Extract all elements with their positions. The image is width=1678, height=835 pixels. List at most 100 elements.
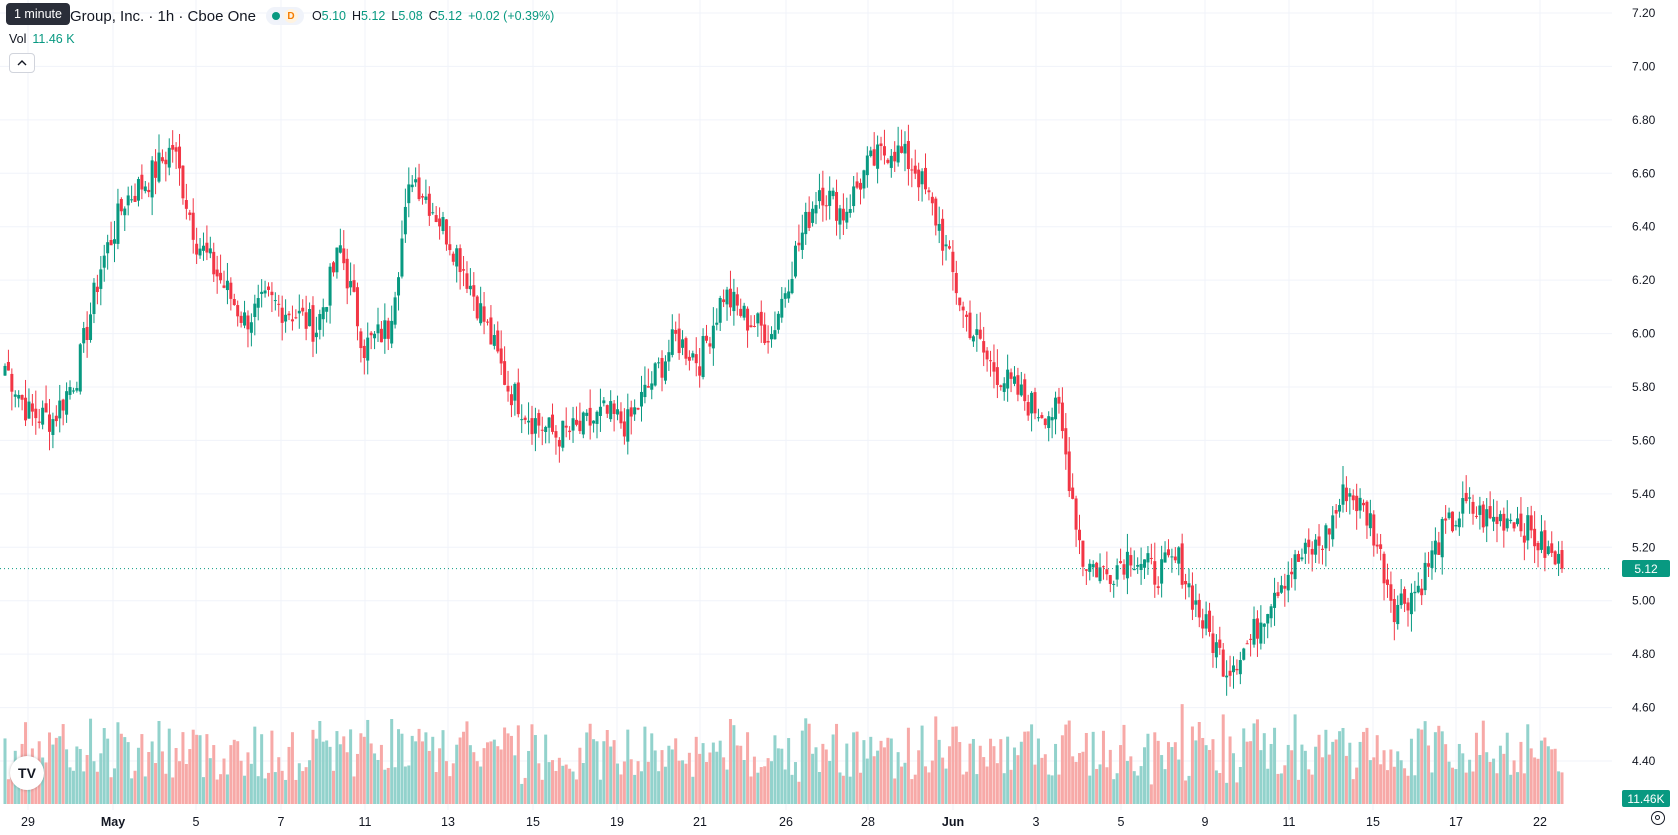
candle-body [1002, 383, 1006, 392]
volume-bar [1033, 764, 1037, 804]
candle-body [10, 373, 14, 392]
volume-bar [1334, 739, 1338, 804]
candle-body [1078, 529, 1082, 541]
candle-body [1536, 542, 1540, 551]
candle-body [243, 312, 247, 326]
volume-bar [465, 721, 469, 804]
candle-body [1317, 536, 1321, 546]
volume-bar [263, 778, 267, 804]
volume-bar [670, 749, 674, 804]
candle-body [1519, 513, 1523, 532]
volume-bar [677, 760, 681, 804]
candle-body [1406, 602, 1410, 611]
volume-bar [106, 738, 110, 804]
candle-body [537, 413, 541, 426]
candle-body [633, 407, 637, 415]
volume-bar [930, 760, 934, 804]
time-tick-label: 7 [278, 815, 285, 829]
candle-body [841, 208, 845, 221]
candle-body [523, 417, 527, 420]
settings-icon[interactable] [1651, 811, 1665, 825]
market-status-pill[interactable]: D [265, 7, 304, 25]
candle-body [359, 331, 363, 349]
symbol-title[interactable]: Group, Inc. · 1h · Cboe One [70, 7, 256, 25]
candle-body [95, 286, 99, 293]
volume-bar [239, 760, 243, 804]
candle-body [681, 339, 685, 348]
volume-bar [1143, 747, 1147, 804]
candle-body [1529, 515, 1533, 531]
volume-bar [44, 762, 48, 804]
candle-body [1297, 553, 1301, 562]
candle-body [499, 348, 503, 364]
volume-bar [1122, 724, 1126, 804]
volume-bar [383, 769, 387, 804]
candle-body [564, 425, 568, 428]
candle-body [1557, 553, 1561, 564]
candle-body [711, 325, 715, 349]
candle-body [544, 426, 548, 432]
last-price-tag: 5.12 [1622, 560, 1670, 578]
volume-bar [1098, 764, 1102, 804]
candle-body [1074, 498, 1078, 530]
volume-bar [1235, 782, 1239, 804]
volume-bar [551, 760, 555, 804]
candle-body [687, 356, 691, 361]
candle-body [410, 184, 414, 188]
volume-bar [232, 739, 236, 804]
time-tick-label: 11 [359, 815, 372, 829]
price-axis[interactable]: 7.20 7.00 6.80 6.60 6.40 6.20 6.00 5.80 5.60 5.40… [1632, 6, 1656, 768]
candle-body [1030, 392, 1034, 414]
candle-body [920, 171, 924, 185]
volume-bar [732, 725, 736, 804]
volume-bar [208, 758, 212, 804]
volume-bar [544, 734, 548, 804]
volume-bar [362, 736, 366, 804]
candle-body [191, 212, 195, 240]
tradingview-logo-icon[interactable]: TV [10, 756, 44, 790]
candle-body [1091, 564, 1095, 568]
volume-bar [1190, 726, 1194, 804]
volume-bar [1211, 739, 1215, 804]
volume-bar [444, 761, 448, 804]
candle-body [540, 429, 544, 431]
candle-body [325, 307, 329, 312]
volume-bar [814, 747, 818, 804]
volume-bar [61, 724, 65, 804]
volume-bar [1242, 728, 1246, 804]
collapse-legend-button[interactable] [9, 53, 35, 73]
volume-bar [1023, 731, 1027, 804]
volume-bar [509, 735, 513, 804]
volume-bar [427, 750, 431, 804]
volume-bar [1502, 753, 1506, 804]
volume-bar [1064, 724, 1068, 804]
volume-bar [1019, 741, 1023, 804]
volume-bar [485, 742, 489, 804]
volume-bar [941, 757, 945, 804]
volume-label[interactable]: Vol [9, 32, 27, 46]
candle-body [6, 361, 10, 371]
volume-bar [1050, 775, 1054, 804]
volume-bar [215, 779, 219, 804]
candle-body [1485, 509, 1489, 527]
volume-bar [1543, 737, 1547, 804]
volume-bar [1208, 749, 1212, 804]
open-label: O [311, 9, 322, 23]
volume-bar [660, 750, 664, 804]
candle-body [735, 294, 739, 306]
candle-body [1101, 566, 1105, 568]
candle-body [266, 286, 270, 290]
volume-bar [256, 776, 260, 804]
volume-bar [568, 768, 572, 804]
time-axis[interactable]: 29 May 5 7 11 13 15 19 21 26 28 Jun 3 5 9 11 15 17 22 [21, 815, 1547, 829]
volume-bar [75, 746, 79, 804]
candle-body [609, 401, 613, 420]
candle-body [311, 305, 315, 342]
candle-body [1153, 561, 1157, 585]
volume-bar [1553, 748, 1557, 804]
candle-body [876, 144, 880, 169]
volume-bar [1273, 727, 1277, 804]
candle-body [1057, 396, 1061, 404]
candle-body [763, 324, 767, 344]
